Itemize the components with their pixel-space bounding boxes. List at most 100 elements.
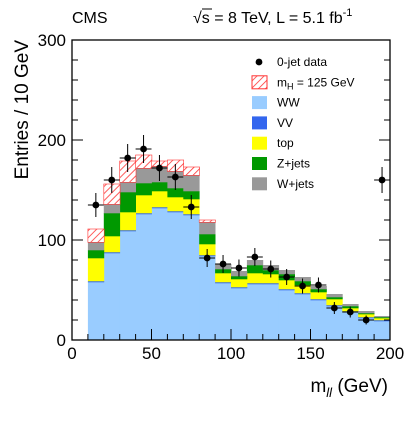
data-point-0 bbox=[92, 201, 100, 209]
data-points bbox=[87, 135, 390, 325]
experiment-label: CMS bbox=[72, 10, 108, 27]
bar-ww-18 bbox=[374, 321, 391, 341]
x-tick-label-0: 0 bbox=[67, 344, 76, 363]
energy-lumi-text: s = 8 TeV, L = 5.1 fb bbox=[202, 10, 343, 27]
bar-ww-15 bbox=[326, 306, 343, 341]
bar-w-jets-7 bbox=[199, 222, 216, 235]
bar-z-jets-2 bbox=[119, 192, 136, 213]
bar-vv-9 bbox=[231, 287, 248, 289]
bar-top-9 bbox=[231, 279, 248, 288]
bar-vv-3 bbox=[135, 213, 152, 215]
data-point-6 bbox=[187, 203, 195, 211]
legend-label-z-jets: Z+jets bbox=[277, 157, 310, 171]
bar-top-0 bbox=[87, 258, 105, 282]
bar-z-jets-7 bbox=[199, 234, 216, 245]
bar-z-jets-17 bbox=[358, 313, 375, 315]
data-point-11 bbox=[267, 265, 275, 273]
stacked-bars bbox=[87, 154, 391, 341]
data-point-12 bbox=[283, 273, 291, 281]
y-tick-label-200: 200 bbox=[38, 131, 66, 150]
bar-top-14 bbox=[310, 292, 327, 300]
bar-ww-1 bbox=[103, 253, 121, 341]
data-point-13 bbox=[299, 282, 306, 290]
bar-mh-125-gev-7 bbox=[198, 219, 216, 223]
bar-ww-6 bbox=[183, 215, 200, 341]
tick-labels: 0 50 100 150 200 0 100 200 300 bbox=[38, 31, 405, 363]
bar-w-jets-6 bbox=[183, 175, 200, 192]
legend-label-w-jets: W+jets bbox=[277, 177, 314, 191]
legend-label-m-h: mH = 125 GeV bbox=[277, 75, 355, 91]
axis-ticks bbox=[71, 39, 391, 341]
bar-ww-9 bbox=[231, 288, 248, 341]
bar-top-2 bbox=[119, 212, 136, 231]
bar-z-jets-3 bbox=[135, 183, 152, 196]
data-point-10 bbox=[251, 253, 259, 261]
bar-w-jets-0 bbox=[87, 242, 105, 251]
bar-ww-13 bbox=[294, 294, 311, 341]
bar-z-jets-10 bbox=[246, 265, 264, 274]
bar-ww-10 bbox=[246, 284, 264, 341]
bar-ww-7 bbox=[199, 256, 216, 341]
bar-ww-17 bbox=[358, 318, 375, 341]
legend-label-0-jet-data: 0-jet data bbox=[277, 55, 327, 69]
lumi-exponent: -1 bbox=[343, 7, 353, 19]
data-point-14 bbox=[315, 281, 322, 289]
data-point-18 bbox=[378, 176, 386, 184]
bar-ww-11 bbox=[262, 284, 280, 341]
bar-z-jets-4 bbox=[151, 182, 168, 192]
bar-w-jets-3 bbox=[135, 168, 152, 184]
data-point-2 bbox=[124, 154, 132, 162]
bar-vv-5 bbox=[167, 211, 184, 213]
bar-top-8 bbox=[215, 273, 232, 283]
y-tick-label-300: 300 bbox=[38, 31, 66, 50]
data-point-16 bbox=[346, 308, 354, 316]
bar-vv-12 bbox=[278, 289, 295, 291]
legend-swatch-vv bbox=[252, 116, 267, 130]
bar-vv-18 bbox=[374, 320, 391, 322]
bar-top-3 bbox=[135, 195, 152, 214]
legend-marker-data bbox=[255, 58, 263, 66]
x-tick-label-200: 200 bbox=[376, 344, 404, 363]
legend-label-top: top bbox=[277, 136, 294, 150]
bar-ww-16 bbox=[342, 312, 359, 341]
x-axis-title-unit: (GeV) bbox=[332, 376, 388, 397]
bar-ww-3 bbox=[135, 214, 152, 341]
sqrt-symbol: √ bbox=[193, 10, 202, 27]
bar-ww-0 bbox=[87, 282, 105, 341]
bar-vv-0 bbox=[87, 281, 105, 283]
y-tick-label-0: 0 bbox=[57, 331, 66, 350]
bar-z-jets-5 bbox=[167, 188, 184, 198]
data-point-17 bbox=[362, 316, 370, 324]
x-tick-label-150: 150 bbox=[296, 344, 324, 363]
data-point-15 bbox=[330, 304, 338, 312]
data-point-8 bbox=[219, 260, 227, 268]
bar-vv-13 bbox=[294, 293, 311, 295]
bar-ww-14 bbox=[310, 300, 327, 341]
data-point-5 bbox=[171, 173, 179, 181]
bar-w-jets-17 bbox=[358, 311, 375, 314]
bar-ww-2 bbox=[119, 231, 136, 341]
data-point-3 bbox=[140, 145, 147, 153]
legend-swatch-w-jets bbox=[252, 177, 267, 191]
energy-lumi-label: √s = 8 TeV, L = 5.1 fb-1 bbox=[193, 7, 352, 27]
bar-top-4 bbox=[151, 191, 168, 208]
x-axis-title-main: m bbox=[310, 376, 326, 397]
bar-w-jets-2 bbox=[119, 182, 136, 193]
bar-vv-1 bbox=[103, 252, 121, 254]
bar-ww-12 bbox=[278, 290, 295, 341]
bar-top-1 bbox=[103, 236, 121, 253]
data-point-4 bbox=[156, 164, 163, 172]
y-axis-title: Entries / 10 GeV bbox=[12, 40, 33, 180]
legend-label-ww: WW bbox=[277, 96, 300, 110]
legend: 0-jet data mH = 125 GeV WW VV top Z+jets W+jet… bbox=[251, 55, 355, 191]
y-tick-label-100: 100 bbox=[38, 231, 66, 250]
legend-label-vv: VV bbox=[277, 116, 293, 130]
bar-ww-5 bbox=[167, 212, 184, 341]
bar-ww-4 bbox=[151, 208, 168, 341]
bar-w-jets-1 bbox=[103, 204, 121, 214]
bar-w-jets-15 bbox=[326, 294, 343, 298]
bar-vv-11 bbox=[262, 283, 280, 285]
x-tick-label-100: 100 bbox=[217, 344, 245, 363]
bar-top-18 bbox=[374, 318, 391, 321]
